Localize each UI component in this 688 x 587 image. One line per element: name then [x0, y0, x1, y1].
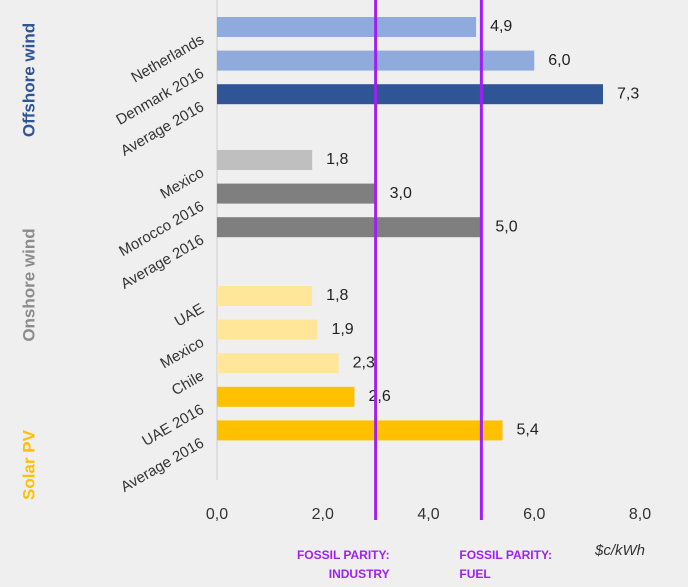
group-label: Onshore wind [19, 228, 38, 341]
bar [217, 84, 603, 105]
reference-label: FOSSIL PARITY: [297, 548, 390, 562]
x-tick-label: 6,0 [523, 506, 545, 523]
value-label: 6,0 [548, 52, 570, 69]
value-label: 5,4 [517, 422, 539, 439]
category-label: Mexico [157, 164, 207, 202]
value-label: 2,3 [353, 354, 375, 371]
x-tick-label: 8,0 [629, 506, 651, 523]
reference-label: FUEL [459, 567, 490, 581]
value-label: 2,6 [368, 388, 390, 405]
group-label: Offshore wind [19, 23, 38, 137]
value-label: 5,0 [495, 218, 517, 235]
bar [217, 286, 313, 306]
group-label: Solar PV [19, 429, 38, 500]
value-label: 1,9 [331, 321, 353, 338]
bar [217, 183, 376, 204]
bar [217, 319, 318, 340]
reference-label: FOSSIL PARITY: [459, 548, 552, 562]
bar [217, 150, 313, 170]
value-label: 4,9 [490, 18, 512, 35]
category-label: UAE [172, 300, 207, 330]
bar [217, 420, 503, 441]
value-label: 3,0 [390, 185, 412, 202]
bar [217, 217, 482, 238]
category-label: Chile [169, 367, 207, 399]
bar [217, 386, 355, 407]
x-tick-label: 2,0 [312, 506, 334, 523]
value-label: 1,8 [326, 151, 348, 168]
x-axis-label: $c/kWh [594, 542, 645, 559]
x-tick-label: 4,0 [417, 506, 439, 523]
bar [217, 353, 339, 374]
category-label: Average 2016 [118, 435, 207, 496]
reference-label: INDUSTRY [329, 567, 390, 581]
value-label: 7,3 [617, 85, 639, 102]
bar [217, 17, 477, 37]
x-tick-label: 0,0 [206, 506, 228, 523]
category-label: Mexico [157, 334, 207, 372]
value-label: 1,8 [326, 287, 348, 304]
